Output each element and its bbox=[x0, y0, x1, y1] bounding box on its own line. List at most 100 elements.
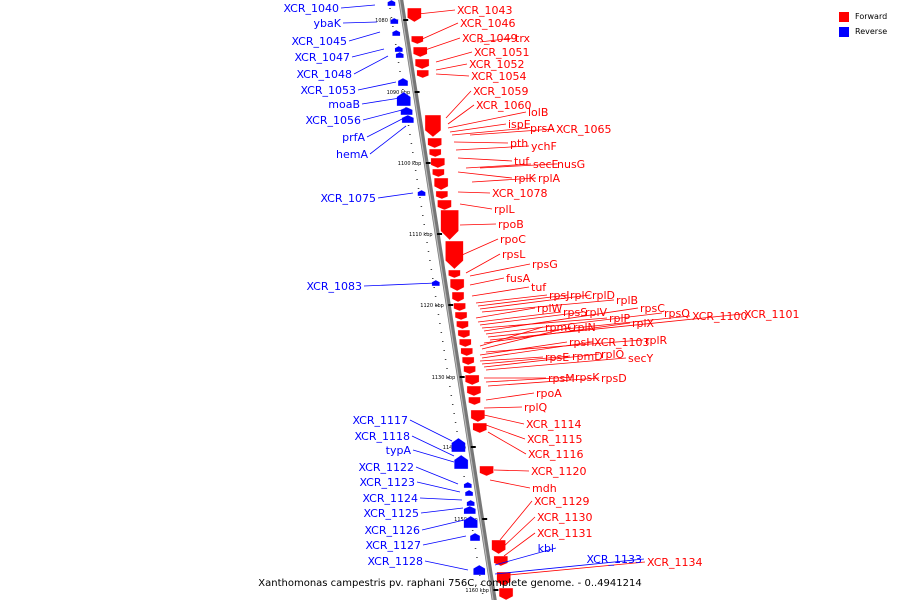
gene-label: rpmD bbox=[572, 350, 603, 363]
gene-leader-line bbox=[420, 507, 464, 514]
gene-label: rpsS bbox=[563, 306, 587, 319]
kbp-tick-label: 1090 kbp bbox=[387, 90, 411, 96]
gene-label: pth bbox=[510, 137, 528, 150]
forward-gene-arrow bbox=[416, 69, 429, 79]
backbone-dot bbox=[427, 251, 430, 252]
backbone-dot bbox=[416, 179, 418, 180]
gene-label: XCR_1056 bbox=[305, 114, 361, 127]
gene-label: XCR_1127 bbox=[365, 539, 421, 552]
gene-label: XCR_1051 bbox=[474, 46, 530, 59]
gene-leader-line bbox=[453, 141, 509, 144]
reverse-gene-arrow bbox=[392, 29, 401, 37]
gene-leader-line bbox=[409, 419, 453, 442]
gene-leader-line bbox=[461, 238, 499, 256]
gene-leader-line bbox=[424, 560, 469, 571]
backbone-dot bbox=[413, 161, 415, 162]
gene-label: rpsL bbox=[502, 248, 526, 261]
gene-label: typA bbox=[386, 444, 412, 457]
backbone-dot bbox=[479, 575, 481, 576]
gene-label: mdh bbox=[532, 482, 557, 495]
backbone-dot bbox=[476, 557, 478, 558]
gene-label: lolB bbox=[528, 106, 548, 119]
backbone-dot bbox=[446, 368, 448, 369]
gene-leader-line bbox=[342, 21, 378, 24]
gene-label: XCR_1078 bbox=[492, 187, 548, 200]
backbone-dot bbox=[447, 377, 450, 378]
backbone-dot bbox=[429, 260, 431, 261]
gene-leader-line bbox=[469, 277, 505, 286]
reverse-gene-arrow bbox=[400, 106, 413, 116]
gene-label: prfA bbox=[342, 131, 365, 144]
legend-reverse: Reverse bbox=[839, 24, 887, 39]
backbone-dot bbox=[444, 359, 447, 360]
kbp-tick-mark bbox=[403, 19, 409, 21]
gene-label: fusA bbox=[506, 272, 531, 285]
gene-label: ychF bbox=[531, 140, 557, 153]
forward-gene-arrow bbox=[437, 199, 452, 211]
gene-leader-line bbox=[481, 317, 608, 329]
gene-leader-line bbox=[377, 192, 414, 199]
gene-label: rpmC bbox=[545, 321, 575, 334]
backbone-dot bbox=[410, 143, 413, 144]
forward-gene-arrow bbox=[459, 338, 472, 348]
backbone-highlight bbox=[398, 0, 494, 600]
gene-leader-line bbox=[424, 37, 461, 51]
gene-leader-line bbox=[357, 81, 397, 91]
gene-label: XCR_1052 bbox=[469, 58, 525, 71]
kbp-tick-mark bbox=[448, 304, 454, 306]
gene-leader-line bbox=[489, 313, 743, 341]
backbone-dot bbox=[451, 404, 454, 405]
forward-gene-arrow bbox=[433, 177, 449, 191]
forward-gene-arrow bbox=[466, 385, 482, 397]
backbone-dot bbox=[434, 296, 437, 297]
gene-leader-line bbox=[479, 163, 556, 169]
gene-label: rplO bbox=[601, 348, 625, 361]
gene-label: rplB bbox=[616, 294, 638, 307]
kbp-tick-label: 1160 kbp bbox=[465, 588, 489, 594]
gene-leader-line bbox=[447, 104, 475, 125]
gene-label: rplR bbox=[645, 334, 668, 347]
gene-leader-line bbox=[475, 307, 536, 319]
forward-gene-arrow bbox=[427, 137, 442, 149]
gene-leader-line bbox=[419, 22, 459, 41]
gene-label: XCR_1115 bbox=[527, 433, 583, 446]
gene-leader-line bbox=[447, 111, 527, 129]
gene-label: XCR_1053 bbox=[300, 84, 356, 97]
gene-leader-line bbox=[419, 497, 463, 501]
backbone-dot bbox=[392, 26, 394, 27]
gene-label: rpsK bbox=[575, 371, 600, 384]
gene-label: rpsJ bbox=[549, 289, 569, 302]
forward-label: Forward bbox=[855, 12, 888, 21]
forward-gene-arrow bbox=[479, 465, 494, 477]
forward-gene-arrow bbox=[464, 374, 480, 386]
gene-leader-line bbox=[369, 125, 407, 155]
gene-label: XCR_1130 bbox=[537, 511, 593, 524]
gene-leader-line bbox=[493, 469, 530, 472]
backbone-dot bbox=[440, 332, 443, 333]
gene-leader-line bbox=[497, 561, 646, 577]
gene-leader-line bbox=[435, 63, 468, 71]
gene-label: rpsD bbox=[601, 372, 627, 385]
forward-gene-arrow bbox=[449, 278, 465, 292]
forward-gene-arrow bbox=[453, 302, 466, 312]
forward-gene-arrow bbox=[430, 157, 446, 169]
map-caption: Xanthomonas campestris pv. raphani 756C,… bbox=[258, 578, 642, 589]
backbone-dot bbox=[397, 62, 400, 63]
gene-leader-line bbox=[457, 171, 513, 179]
gene-label: rplQ bbox=[524, 401, 548, 414]
gene-leader-line bbox=[459, 223, 497, 226]
gene-leader-line bbox=[503, 532, 536, 557]
reverse-gene-arrow bbox=[463, 481, 472, 489]
gene-leader-line bbox=[445, 90, 472, 119]
gene-label: secE bbox=[533, 158, 559, 171]
forward-gene-arrow bbox=[470, 409, 486, 423]
backbone-dot bbox=[471, 530, 474, 531]
gene-label: XCR_1122 bbox=[358, 461, 414, 474]
reverse-gene-arrow bbox=[469, 532, 481, 542]
backbone-dot bbox=[430, 269, 433, 270]
gene-label: XCR_1116 bbox=[528, 448, 584, 461]
backbone-dot bbox=[409, 134, 411, 135]
kbp-tick-label: 1110 kbp bbox=[409, 232, 433, 238]
backbone-dot bbox=[424, 233, 427, 234]
